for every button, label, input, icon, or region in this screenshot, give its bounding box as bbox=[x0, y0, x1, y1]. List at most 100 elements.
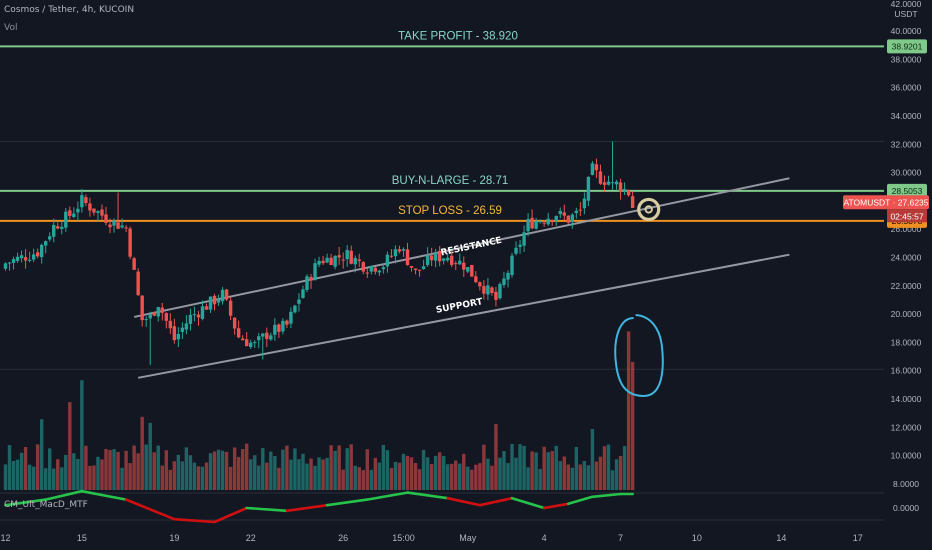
volume-bar bbox=[172, 461, 177, 490]
support-line bbox=[137, 253, 790, 379]
candle-body bbox=[245, 339, 249, 347]
volume-bar bbox=[269, 451, 273, 490]
volume-bar bbox=[590, 429, 595, 490]
candle-body bbox=[281, 320, 285, 332]
volume-bar bbox=[341, 469, 345, 490]
candle-body bbox=[474, 276, 478, 283]
time-tick-label: 26 bbox=[338, 533, 348, 543]
volume-bar bbox=[11, 460, 16, 490]
volume-bar bbox=[441, 455, 446, 490]
volume-bar bbox=[405, 455, 410, 490]
volume-bar bbox=[478, 463, 482, 490]
volume-bar bbox=[100, 459, 104, 490]
macd-layer bbox=[4, 489, 634, 524]
candle-body bbox=[369, 266, 374, 272]
candle-body bbox=[204, 306, 209, 310]
time-tick-label: 15 bbox=[77, 533, 87, 543]
volume-bar bbox=[84, 445, 88, 490]
volume-bar bbox=[176, 454, 181, 490]
candle-body bbox=[566, 215, 570, 223]
volume-bar bbox=[385, 450, 390, 490]
candle-body bbox=[208, 296, 213, 310]
candle-body bbox=[554, 216, 558, 221]
candle-body bbox=[333, 255, 337, 267]
candle-body bbox=[337, 255, 341, 258]
macd-segment bbox=[124, 498, 176, 521]
volume-bar bbox=[253, 455, 257, 490]
price-tick-label: 36.0000 bbox=[891, 83, 922, 93]
volume-bar bbox=[224, 451, 229, 490]
volume-bar bbox=[309, 458, 313, 490]
volume-bar bbox=[614, 459, 619, 490]
volume-bar bbox=[446, 464, 450, 490]
candle-body bbox=[19, 255, 24, 259]
candle-body bbox=[128, 228, 132, 257]
candle-body bbox=[321, 260, 325, 264]
candle-body bbox=[421, 266, 426, 270]
stop_loss-label: STOP LOSS - 26.59 bbox=[398, 205, 502, 217]
volume-bar bbox=[112, 449, 116, 490]
volume-bar bbox=[586, 465, 591, 490]
volume-bar bbox=[265, 462, 269, 490]
volume-bar bbox=[421, 449, 426, 490]
price-tick-label: 22.0000 bbox=[891, 281, 922, 291]
volume-bar bbox=[196, 466, 201, 490]
candle-body bbox=[462, 262, 466, 270]
candle-body bbox=[498, 284, 502, 299]
volume-bar bbox=[550, 451, 554, 490]
volume-bar bbox=[56, 459, 60, 490]
macd-segment bbox=[566, 495, 594, 506]
candle-body bbox=[329, 257, 333, 266]
candle-body bbox=[618, 182, 623, 192]
volume-bar bbox=[240, 449, 245, 490]
candle-body bbox=[313, 263, 317, 281]
candle-body bbox=[261, 333, 265, 337]
candle-body bbox=[482, 286, 486, 294]
axis-currency: USDT bbox=[894, 9, 917, 19]
volume-bar bbox=[574, 447, 579, 490]
candle-body bbox=[76, 208, 80, 213]
volume-bar bbox=[518, 444, 522, 490]
candle-body bbox=[530, 217, 534, 229]
volume-bar bbox=[417, 469, 422, 490]
candle-body bbox=[602, 182, 607, 185]
candle-body bbox=[626, 190, 631, 196]
volume-bar bbox=[554, 445, 558, 490]
candle-body bbox=[305, 276, 309, 290]
price-axis-background bbox=[884, 0, 932, 550]
volume-bar bbox=[626, 331, 631, 490]
volume-bar bbox=[249, 459, 253, 490]
volume-bar bbox=[148, 422, 152, 490]
volume-bar bbox=[200, 466, 205, 490]
candle-body bbox=[265, 332, 269, 339]
resistance-line bbox=[133, 177, 790, 318]
volume-layer bbox=[3, 331, 635, 490]
candle-body bbox=[140, 295, 144, 321]
time-tick-label: May bbox=[459, 533, 477, 543]
volume-bar bbox=[377, 462, 382, 490]
volume-bar bbox=[180, 461, 185, 490]
volume-bar bbox=[514, 457, 518, 490]
candle-body bbox=[112, 220, 116, 226]
candle-body bbox=[180, 327, 185, 332]
volume-bar bbox=[582, 461, 587, 490]
volume-bar bbox=[68, 402, 72, 490]
time-tick-label: 4 bbox=[542, 533, 547, 543]
volume-bar bbox=[538, 468, 542, 490]
candle-body bbox=[562, 212, 566, 216]
candle-body bbox=[357, 259, 361, 262]
annotations-layer bbox=[614, 197, 664, 398]
volume-bar bbox=[357, 467, 361, 490]
candle-body bbox=[132, 258, 136, 270]
volume-bar bbox=[558, 461, 562, 490]
candle-body bbox=[401, 249, 406, 251]
volume-bar bbox=[397, 462, 402, 490]
take_profit-tag bbox=[887, 39, 927, 54]
volume-bar bbox=[433, 455, 438, 490]
countdown-text: 02:45:57 bbox=[890, 211, 923, 221]
volume-bar bbox=[542, 446, 546, 490]
volume-bar bbox=[337, 445, 341, 490]
volume-bar bbox=[546, 452, 550, 490]
